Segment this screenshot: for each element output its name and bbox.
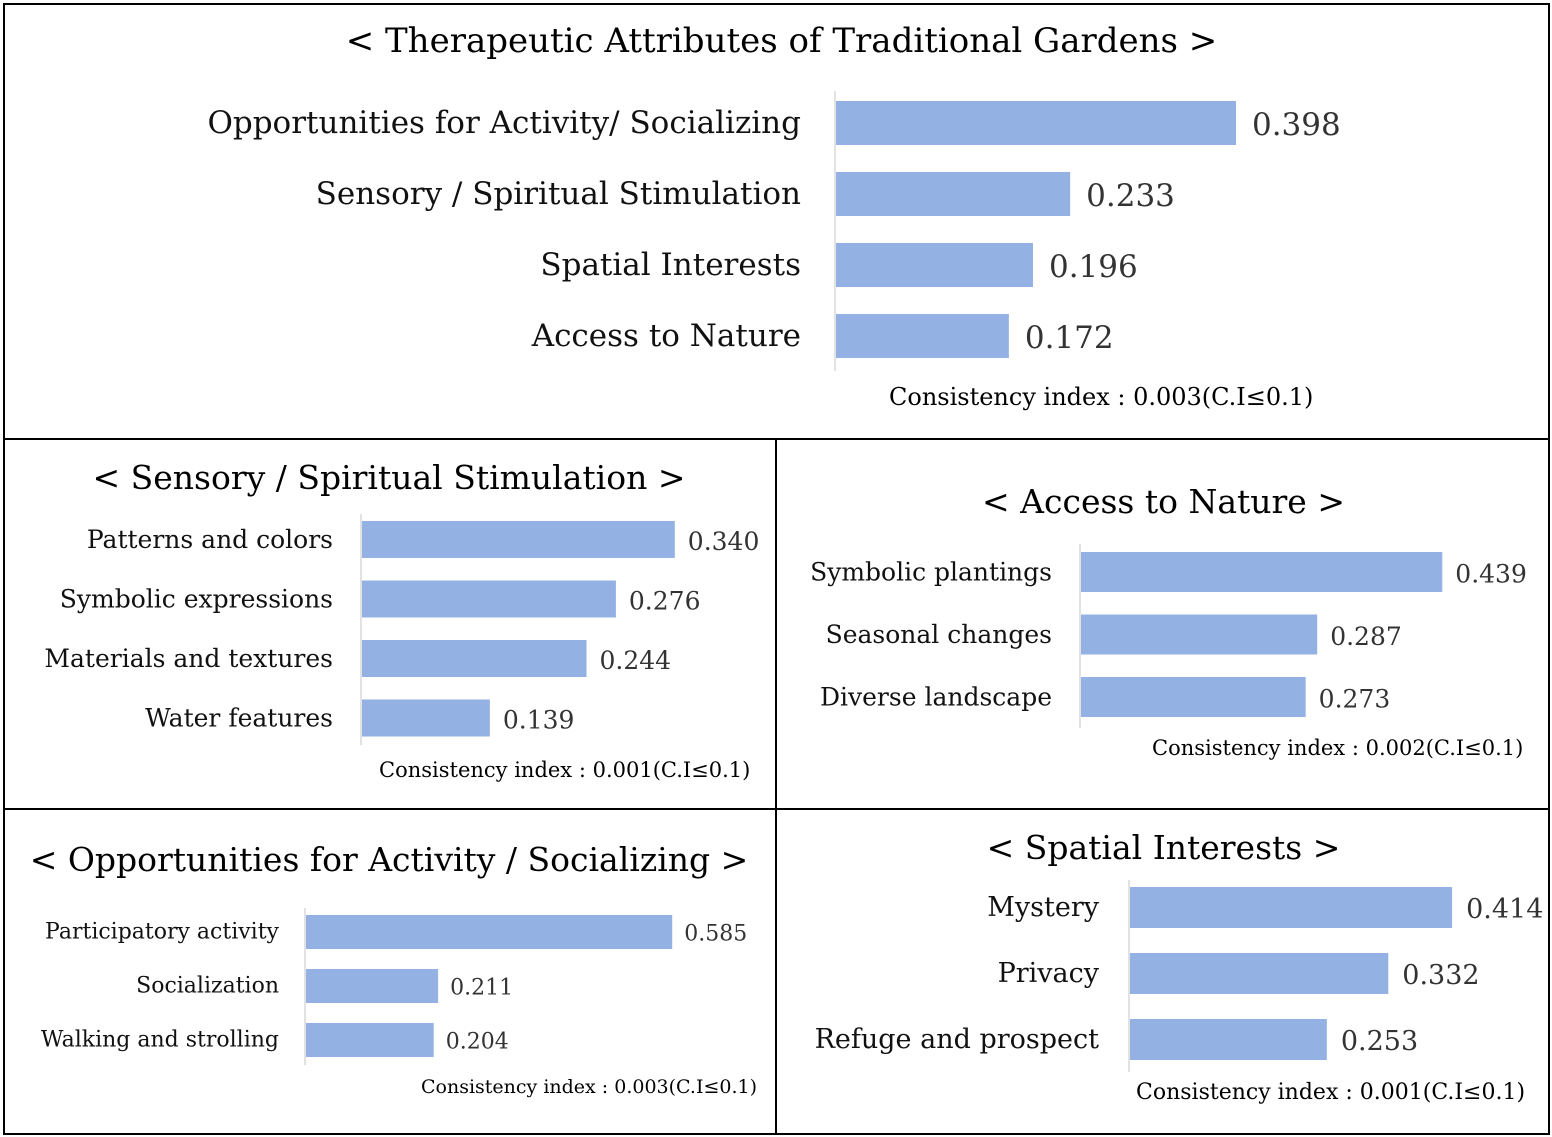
value-label: 0.139	[503, 706, 575, 735]
value-label: 0.398	[1252, 107, 1341, 143]
consistency-index: Consistency index : 0.002(C.I≤0.1)	[1152, 736, 1524, 760]
bar	[1081, 677, 1306, 717]
bar	[306, 1023, 434, 1057]
value-label: 0.233	[1086, 178, 1175, 214]
category-label: Access to Nature	[531, 318, 801, 354]
value-label: 0.253	[1341, 1026, 1418, 1057]
bar	[306, 915, 673, 949]
bar	[1130, 953, 1389, 994]
value-label: 0.204	[446, 1030, 509, 1055]
category-label: Patterns and colors	[87, 525, 333, 554]
category-label: Spatial Interests	[540, 247, 801, 283]
consistency-index: Consistency index : 0.003(C.I≤0.1)	[421, 1076, 757, 1098]
chart-title: < Opportunities for Activity / Socializi…	[29, 840, 749, 879]
category-label: Diverse landscape	[820, 683, 1052, 712]
bar	[1130, 887, 1453, 928]
divider-vertical	[775, 438, 777, 1135]
value-label: 0.211	[450, 976, 513, 1001]
bar	[362, 640, 587, 677]
value-label: 0.196	[1049, 249, 1138, 285]
consistency-index: Consistency index : 0.003(C.I≤0.1)	[889, 383, 1314, 411]
bar-chart-nature: Symbolic plantings 0.439 Seasonal changes 0…	[810, 544, 1527, 728]
chart-panel-sensory: < Sensory / Spiritual Stimulation > Patt…	[3, 440, 775, 808]
value-label: 0.585	[684, 922, 747, 947]
category-label: Opportunities for Activity/ Socializing	[207, 105, 801, 141]
bar	[306, 969, 439, 1003]
bar	[1081, 552, 1443, 592]
value-label: 0.244	[599, 646, 671, 675]
consistency-index: Consistency index : 0.001(C.I≤0.1)	[379, 758, 751, 782]
value-label: 0.276	[629, 587, 701, 616]
value-label: 0.273	[1319, 685, 1391, 714]
bar-chart-spatial: Mystery 0.414 Privacy 0.332 Refuge and prosp…	[815, 880, 1543, 1072]
value-label: 0.439	[1455, 560, 1527, 589]
chart-title: < Therapeutic Attributes of Traditional …	[345, 21, 1218, 61]
value-label: 0.287	[1330, 622, 1402, 651]
category-label: Walking and strolling	[41, 1028, 279, 1053]
bar-chart-activity: Participatory activity 0.585 Socialization…	[41, 908, 747, 1065]
category-label: Privacy	[998, 958, 1100, 989]
consistency-index: Consistency index : 0.001(C.I≤0.1)	[1136, 1080, 1526, 1105]
bar	[836, 172, 1071, 216]
chart-title: < Sensory / Spiritual Stimulation >	[92, 458, 686, 497]
bar	[836, 314, 1009, 358]
category-label: Symbolic plantings	[810, 558, 1052, 587]
chart-panel-overall: < Therapeutic Attributes of Traditional …	[3, 3, 1550, 438]
bar	[362, 699, 490, 737]
category-label: Water features	[145, 704, 333, 733]
value-label: 0.332	[1402, 960, 1479, 991]
category-label: Socialization	[136, 974, 279, 999]
bar	[836, 243, 1033, 287]
bar-chart-overall: Opportunities for Activity/ Socializing 0…	[207, 91, 1341, 371]
bar	[1130, 1019, 1327, 1060]
chart-title: < Spatial Interests >	[986, 828, 1341, 867]
category-label: Participatory activity	[45, 920, 280, 945]
category-label: Sensory / Spiritual Stimulation	[316, 176, 801, 212]
category-label: Mystery	[987, 892, 1099, 923]
bar-chart-sensory: Patterns and colors 0.340 Symbolic express…	[44, 514, 760, 745]
chart-panel-spatial: < Spatial Interests > Mystery 0.414 Privac…	[777, 810, 1550, 1135]
bar	[1081, 614, 1318, 655]
category-label: Refuge and prospect	[815, 1024, 1100, 1055]
category-label: Symbolic expressions	[60, 585, 333, 614]
chart-panel-activity: < Opportunities for Activity / Socializi…	[3, 810, 775, 1135]
chart-panel-nature: < Access to Nature > Symbolic plantings 0…	[777, 440, 1550, 808]
category-label: Seasonal changes	[826, 620, 1052, 649]
bar	[836, 101, 1236, 145]
value-label: 0.172	[1025, 320, 1114, 356]
category-label: Materials and textures	[44, 644, 333, 673]
value-label: 0.340	[688, 527, 760, 556]
bar	[362, 580, 616, 618]
value-label: 0.414	[1466, 894, 1543, 925]
chart-title: < Access to Nature >	[982, 482, 1345, 521]
bar	[362, 521, 675, 558]
